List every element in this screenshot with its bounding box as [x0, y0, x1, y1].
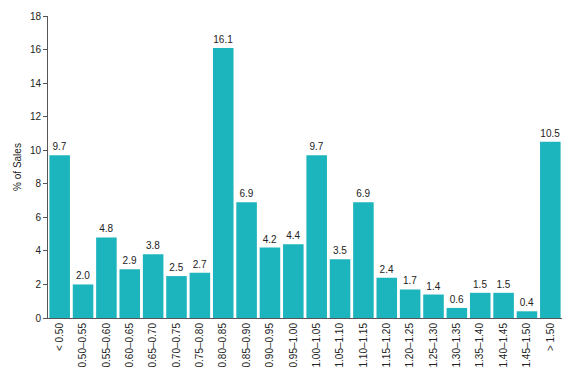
svg-text:0.70–0.75: 0.70–0.75 — [171, 323, 182, 368]
svg-text:< 0.50: < 0.50 — [54, 323, 65, 352]
svg-text:1.05–1.10: 1.05–1.10 — [334, 323, 345, 368]
svg-text:1.35–1.40: 1.35–1.40 — [474, 323, 485, 368]
svg-text:3.8: 3.8 — [146, 240, 160, 251]
svg-text:1.30–1.35: 1.30–1.35 — [451, 323, 462, 368]
svg-text:6.9: 6.9 — [239, 188, 253, 199]
svg-text:1.7: 1.7 — [403, 275, 417, 286]
svg-text:4: 4 — [35, 245, 41, 256]
svg-text:% of Sales: % of Sales — [12, 143, 23, 191]
svg-text:16.1: 16.1 — [213, 34, 233, 45]
svg-text:12: 12 — [30, 111, 42, 122]
svg-text:0.6: 0.6 — [450, 294, 464, 305]
svg-text:8: 8 — [35, 178, 41, 189]
svg-text:16: 16 — [30, 44, 42, 55]
svg-text:3.5: 3.5 — [333, 245, 347, 256]
svg-text:1.15–1.20: 1.15–1.20 — [381, 323, 392, 368]
svg-text:14: 14 — [30, 78, 42, 89]
svg-text:6: 6 — [35, 212, 41, 223]
svg-text:0: 0 — [35, 313, 41, 324]
svg-text:1.00–1.05: 1.00–1.05 — [311, 323, 322, 368]
svg-text:0.50–0.55: 0.50–0.55 — [77, 323, 88, 368]
svg-text:4.4: 4.4 — [286, 230, 300, 241]
svg-text:1.5: 1.5 — [473, 279, 487, 290]
svg-text:0.4: 0.4 — [520, 297, 534, 308]
svg-text:10: 10 — [30, 145, 42, 156]
svg-text:9.7: 9.7 — [310, 141, 324, 152]
svg-text:9.7: 9.7 — [53, 141, 67, 152]
svg-text:1.5: 1.5 — [496, 279, 510, 290]
svg-text:1.40–1.45: 1.40–1.45 — [498, 323, 509, 368]
svg-text:2.4: 2.4 — [380, 264, 394, 275]
svg-text:18: 18 — [30, 11, 42, 22]
svg-text:0.85–0.90: 0.85–0.90 — [241, 323, 252, 368]
svg-text:1.45–1.50: 1.45–1.50 — [521, 323, 532, 368]
svg-text:2.0: 2.0 — [76, 270, 90, 281]
svg-text:2.5: 2.5 — [169, 262, 183, 273]
svg-text:4.2: 4.2 — [263, 234, 277, 245]
svg-text:4.8: 4.8 — [99, 223, 113, 234]
svg-text:0.60–0.65: 0.60–0.65 — [124, 323, 135, 368]
svg-text:1.25–1.30: 1.25–1.30 — [428, 323, 439, 368]
svg-text:6.9: 6.9 — [356, 188, 370, 199]
svg-text:10.5: 10.5 — [540, 128, 560, 139]
svg-text:0.55–0.60: 0.55–0.60 — [101, 323, 112, 368]
svg-text:0.90–0.95: 0.90–0.95 — [264, 323, 275, 368]
svg-text:0.65–0.70: 0.65–0.70 — [147, 323, 158, 368]
svg-text:2.7: 2.7 — [193, 259, 207, 270]
svg-text:2.9: 2.9 — [123, 255, 137, 266]
svg-text:2: 2 — [35, 279, 41, 290]
svg-text:0.80–0.85: 0.80–0.85 — [217, 323, 228, 368]
svg-text:1.20–1.25: 1.20–1.25 — [404, 323, 415, 368]
svg-text:1.10–1.15: 1.10–1.15 — [358, 323, 369, 368]
svg-text:> 1.50: > 1.50 — [545, 323, 556, 352]
svg-text:1.4: 1.4 — [426, 281, 440, 292]
svg-text:0.95–1.00: 0.95–1.00 — [288, 323, 299, 368]
svg-text:0.75–0.80: 0.75–0.80 — [194, 323, 205, 368]
